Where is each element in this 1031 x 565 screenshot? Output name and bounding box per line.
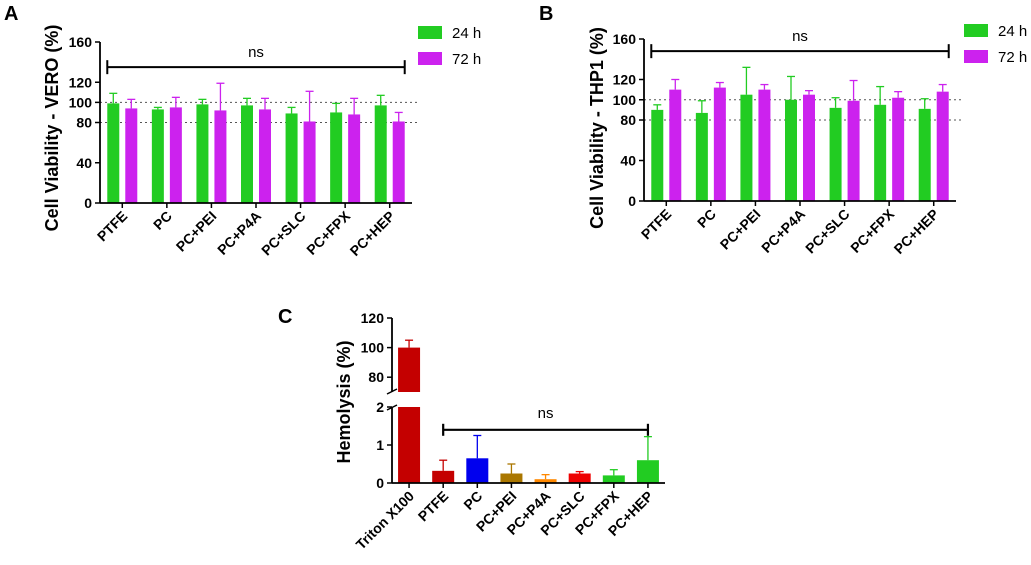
- panel-c-lower-y-tick-label-0: 0: [376, 475, 384, 491]
- panel-c-bar-7: [636, 460, 659, 483]
- panel-c-bar-2: [466, 458, 489, 483]
- panel-b-bar-72h-1: [713, 87, 726, 201]
- panel-a-significance-label: ns: [248, 44, 264, 61]
- panel-c-bar-3: [500, 473, 523, 483]
- panel-c-category-label-0: Triton X100: [353, 488, 418, 553]
- panel-c-upper-y-tick-label-2: 120: [361, 310, 385, 326]
- panel-c-bar-lower-0: [398, 407, 421, 483]
- panel-b-bar-72h-0: [669, 89, 682, 201]
- panel-a-y-tick-label-2: 80: [76, 115, 92, 131]
- panel-a-category-label-4: PC+SLC: [258, 208, 309, 259]
- panel-a-bar-72h-0: [125, 108, 138, 203]
- panel-b-legend-label-1: 72 h: [998, 49, 1027, 66]
- panel-b-bar-24h-5: [874, 104, 887, 201]
- panel-b-y-tick-label-4: 120: [613, 72, 637, 88]
- panel-c-bar-upper-0: [398, 347, 421, 392]
- panel-b-category-label-0: PTFE: [638, 206, 675, 243]
- panel-b-category-label-1: PC: [694, 206, 719, 231]
- panel-c-axis-break-upper: [386, 388, 398, 395]
- panel-a-legend-label-0: 24 h: [452, 25, 481, 42]
- panel-a-bar-72h-1: [169, 107, 182, 203]
- panel-a-bar-72h-4: [303, 121, 316, 203]
- panel-a-category-label-1: PC: [150, 208, 175, 233]
- panel-a-bar-72h-5: [348, 114, 361, 203]
- panel-a-bar-24h-2: [196, 104, 209, 203]
- panel-a-y-tick-label-5: 160: [69, 34, 93, 50]
- panel-b-bar-24h-1: [695, 112, 708, 201]
- panel-b-bar-72h-4: [847, 100, 860, 201]
- panel-c-lower-y-tick-label-2: 2: [376, 399, 384, 415]
- panel-letter-b: B: [539, 3, 553, 25]
- panel-letter-c: C: [278, 306, 292, 328]
- panel-b-bar-72h-2: [758, 89, 771, 201]
- panel-c-upper-y-tick-label-0: 80: [368, 369, 384, 385]
- panel-b-y-tick-label-2: 80: [620, 112, 636, 128]
- panel-a-bar-24h-5: [330, 112, 343, 203]
- panel-b-category-label-2: PC+PEI: [717, 206, 764, 253]
- panel-a-y-tick-label-0: 0: [84, 195, 92, 211]
- panel-a-category-label-6: PC+HEP: [347, 208, 398, 259]
- panel-c-bar-6: [602, 475, 625, 483]
- panel-a-bar-24h-0: [107, 103, 120, 203]
- panel-b-y-tick-label-5: 160: [613, 31, 637, 47]
- panel-c-bar-5: [568, 473, 591, 483]
- panel-a-bar-72h-3: [259, 109, 271, 203]
- panel-a-category-label-0: PTFE: [94, 208, 131, 245]
- panel-c-category-label-2: PC: [460, 488, 485, 513]
- panel-b-y-tick-label-0: 0: [628, 193, 636, 209]
- panel-b-bar-24h-2: [740, 94, 753, 201]
- panel-a-y-tick-label-1: 40: [76, 155, 92, 171]
- panel-b-category-label-6: PC+HEP: [891, 206, 942, 257]
- panel-b-legend-swatch-1: [964, 50, 988, 63]
- panel-a-legend-label-1: 72 h: [452, 51, 481, 68]
- panel-b-bar-24h-4: [829, 107, 842, 201]
- panel-b-bar-72h-5: [892, 97, 905, 201]
- panel-a-category-label-5: PC+FPX: [303, 207, 354, 258]
- panel-c-significance-label: ns: [538, 405, 554, 422]
- y-axis-label-c: Hemolysis (%): [334, 340, 354, 463]
- panel-a-bar-24h-6: [374, 105, 387, 203]
- panel-a-y-tick-label-3: 100: [69, 94, 93, 110]
- panel-a-bar-72h-6: [392, 121, 405, 203]
- panel-b-bar-72h-6: [936, 91, 949, 201]
- panel-b-legend-swatch-0: [964, 24, 988, 37]
- panel-b-bar-24h-0: [651, 109, 664, 201]
- panel-a-legend-swatch-1: [418, 52, 442, 65]
- y-axis-label-b: Cell Viability - THP1 (%): [587, 27, 607, 229]
- panel-a-y-tick-label-4: 120: [69, 74, 93, 90]
- panel-c-category-label-1: PTFE: [415, 488, 452, 525]
- panel-a-bar-24h-3: [241, 105, 253, 203]
- panel-b-y-tick-label-3: 100: [613, 92, 637, 108]
- panel-a-legend-swatch-0: [418, 26, 442, 39]
- panel-c-bar-4: [534, 479, 557, 483]
- panel-b-y-tick-label-1: 40: [620, 153, 636, 169]
- panel-b-category-label-5: PC+FPX: [847, 205, 898, 256]
- panel-a-bar-24h-1: [151, 109, 164, 203]
- panel-letter-a: A: [4, 3, 18, 25]
- panel-c-bar-1: [432, 470, 455, 483]
- panel-b-category-label-3: PC+P4A: [758, 206, 808, 256]
- y-axis-label-a: Cell Viability - VERO (%): [42, 25, 62, 232]
- panel-b-bar-24h-3: [785, 99, 797, 201]
- panel-b-category-label-4: PC+SLC: [802, 206, 853, 257]
- panel-a-category-label-3: PC+P4A: [214, 208, 264, 258]
- panel-a-bar-72h-2: [214, 110, 227, 203]
- panel-b-bar-72h-3: [803, 94, 815, 201]
- panel-c-upper-y-tick-label-1: 100: [361, 340, 385, 356]
- panel-c-lower-y-tick-label-1: 1: [376, 437, 384, 453]
- panel-b-legend-label-0: 24 h: [998, 23, 1027, 40]
- panel-a-category-label-2: PC+PEI: [173, 208, 220, 255]
- panel-b-significance-label: ns: [792, 28, 808, 45]
- panel-b-bar-24h-6: [918, 108, 931, 201]
- panel-a-bar-24h-4: [285, 113, 298, 203]
